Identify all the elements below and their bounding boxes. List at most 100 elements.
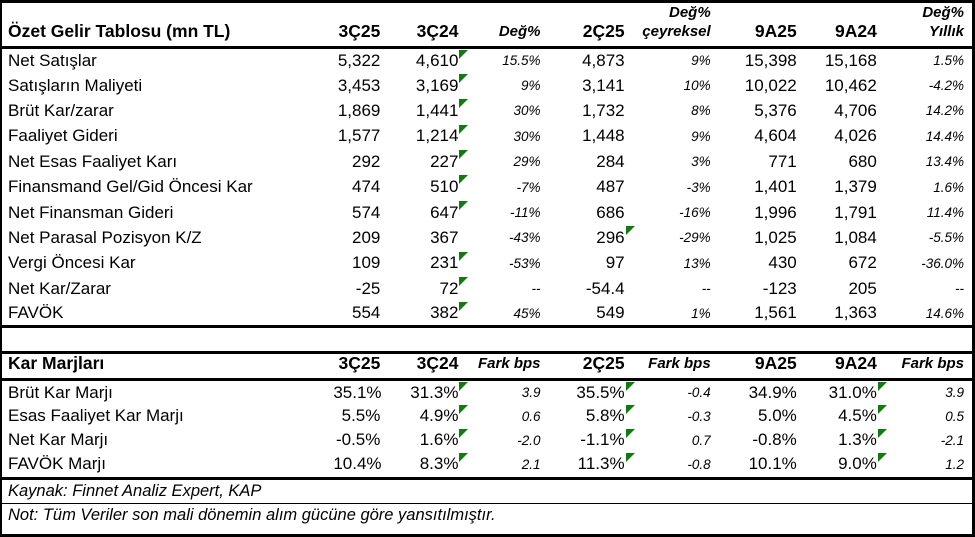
cell-value: 11.4% bbox=[926, 205, 964, 221]
green-flag-icon bbox=[625, 226, 635, 236]
column-header-9a24: 9A24 bbox=[835, 353, 877, 374]
cell-value: 5,322 bbox=[337, 50, 381, 70]
green-flag-icon bbox=[877, 453, 887, 463]
green-flag-icon bbox=[459, 200, 469, 210]
cell-value: -0.3 bbox=[687, 408, 711, 424]
cell-value: 647 bbox=[392, 200, 470, 225]
cell-value: -43% bbox=[509, 230, 541, 246]
cell-value: 549 bbox=[596, 303, 625, 323]
cell-value: 3,169 bbox=[392, 73, 470, 98]
table-row: Net Parasal Pozisyon K/Z 209 367 -43% 296 -29… bbox=[2, 225, 972, 250]
table-row: Net Esas Faaliyet Karı 292 227 29% 284 3% 771 6… bbox=[2, 149, 972, 174]
cell-value: 4,026 bbox=[834, 126, 877, 146]
section-gap bbox=[2, 328, 972, 352]
income-header-row: Özet Gelir Tablosu (mn TL) 3Ç25 3Ç24 Değ… bbox=[2, 3, 972, 48]
cell-value: 4.9% bbox=[392, 404, 470, 428]
cell-value: 1,441 bbox=[392, 98, 470, 123]
row-label: Brüt Kar Marjı bbox=[8, 382, 113, 402]
cell-value: 3% bbox=[691, 154, 711, 170]
cell-value: 1,996 bbox=[754, 202, 797, 222]
cell-value: 4,706 bbox=[834, 100, 877, 120]
cell-value: 10.4% bbox=[333, 454, 382, 474]
table-row: Net Satışlar 5,322 4,610 15.5% 4,873 9% 15,398… bbox=[2, 48, 972, 73]
row-label: FAVÖK Marjı bbox=[8, 454, 106, 474]
cell-value: 3,453 bbox=[337, 75, 381, 95]
cell-value: 1.3% bbox=[809, 428, 889, 452]
cell-value: -16% bbox=[679, 205, 711, 221]
cell-value: 5,376 bbox=[754, 100, 797, 120]
cell-value: 0.7 bbox=[691, 432, 711, 448]
cell-value: -123 bbox=[762, 278, 797, 298]
cell-value: -53% bbox=[509, 255, 541, 271]
cell-value: -0.4 bbox=[687, 385, 711, 401]
cell-value: -25 bbox=[355, 278, 381, 298]
cell-value: 9% bbox=[691, 128, 711, 144]
cell-value: -- bbox=[955, 281, 964, 297]
green-flag-icon bbox=[459, 382, 469, 392]
cell-value: 686 bbox=[596, 202, 625, 222]
cell-value: 14.6% bbox=[925, 305, 964, 321]
cell-value: -36.0% bbox=[921, 255, 964, 271]
column-header-fark-bps: Fark bps bbox=[648, 355, 711, 373]
margins-table-title: Kar Marjları bbox=[8, 353, 105, 374]
table-row: Brüt Kar/zarar 1,869 1,441 30% 1,732 8% 5,376 4… bbox=[2, 98, 972, 123]
cell-value: -1.1% bbox=[549, 428, 637, 452]
green-flag-icon bbox=[459, 453, 469, 463]
cell-value: 284 bbox=[596, 151, 625, 171]
green-flag-icon bbox=[459, 124, 469, 134]
cell-value: 0.5 bbox=[945, 408, 964, 424]
cell-value: 15.5% bbox=[502, 53, 541, 69]
column-header-deg-pct-yillik: Değ% Yıllık bbox=[922, 4, 964, 40]
cell-value: 15,398 bbox=[744, 50, 797, 70]
cell-value: 5.0% bbox=[758, 406, 797, 426]
cell-value: 574 bbox=[352, 202, 381, 222]
income-statement-table: Özet Gelir Tablosu (mn TL) 3Ç25 3Ç24 Değ… bbox=[2, 3, 972, 329]
cell-value: 11.3% bbox=[549, 452, 637, 476]
cell-value: 554 bbox=[352, 303, 381, 323]
green-flag-icon bbox=[877, 429, 887, 439]
cell-value: 474 bbox=[352, 177, 381, 197]
column-header-3c24: 3Ç24 bbox=[416, 353, 459, 374]
green-flag-icon bbox=[459, 429, 469, 439]
cell-value: -0.8% bbox=[752, 430, 797, 450]
column-header-9a25: 9A25 bbox=[754, 353, 797, 374]
cell-value: 97 bbox=[605, 253, 625, 273]
table-row: Brüt Kar Marjı 35.1% 31.3% 3.9 35.5% -0.4 34.9… bbox=[2, 380, 972, 404]
column-header-9a25: 9A25 bbox=[754, 21, 797, 41]
cell-value: 4.5% bbox=[809, 404, 889, 428]
row-label: Net Esas Faaliyet Karı bbox=[8, 151, 178, 171]
green-flag-icon bbox=[625, 382, 635, 392]
cell-value: -2.0 bbox=[517, 432, 541, 448]
row-label: Net Finansman Gideri bbox=[8, 202, 174, 222]
cell-value: 382 bbox=[392, 301, 470, 326]
green-flag-icon bbox=[459, 302, 469, 312]
row-label: Net Parasal Pozisyon K/Z bbox=[8, 227, 202, 247]
green-flag-icon bbox=[459, 50, 469, 59]
table-row: Satışların Maliyeti 3,453 3,169 9% 3,141 10% 1… bbox=[2, 73, 972, 98]
table-row: Faaliyet Gideri 1,577 1,214 30% 1,448 9% 4,604… bbox=[2, 124, 972, 149]
cell-value: 8% bbox=[691, 103, 711, 119]
cell-value: 1,363 bbox=[834, 303, 877, 323]
table-row: Net Kar/Zarar -25 72 -- -54.4 -- -123 205 -- bbox=[2, 276, 972, 301]
cell-value: 771 bbox=[768, 151, 797, 171]
table-row: Net Finansman Gideri 574 647 -11% 686 -16% 1,9… bbox=[2, 200, 972, 225]
column-header-3c24: 3Ç24 bbox=[416, 21, 459, 41]
cell-value: 292 bbox=[352, 151, 381, 171]
column-header-fark-bps: Fark bps bbox=[901, 355, 964, 373]
cell-value: 1,084 bbox=[834, 227, 877, 247]
cell-value: 1,791 bbox=[834, 202, 877, 222]
cell-value: 1,401 bbox=[754, 177, 797, 197]
cell-value: 9% bbox=[521, 78, 541, 94]
cell-value: 1% bbox=[691, 305, 711, 321]
cell-value: 13% bbox=[683, 255, 711, 271]
cell-value: 1,448 bbox=[582, 126, 625, 146]
green-flag-icon bbox=[877, 382, 887, 392]
cell-value: 3.9 bbox=[521, 385, 541, 401]
cell-value: 2.1 bbox=[521, 456, 541, 472]
column-header-9a24: 9A24 bbox=[835, 21, 877, 41]
cell-value: 109 bbox=[352, 253, 381, 273]
cell-value: 510 bbox=[392, 174, 470, 199]
cell-value: -0.5% bbox=[335, 430, 381, 450]
table-row: FAVÖK 554 382 45% 549 1% 1,561 1,363 14.6% bbox=[2, 301, 972, 326]
